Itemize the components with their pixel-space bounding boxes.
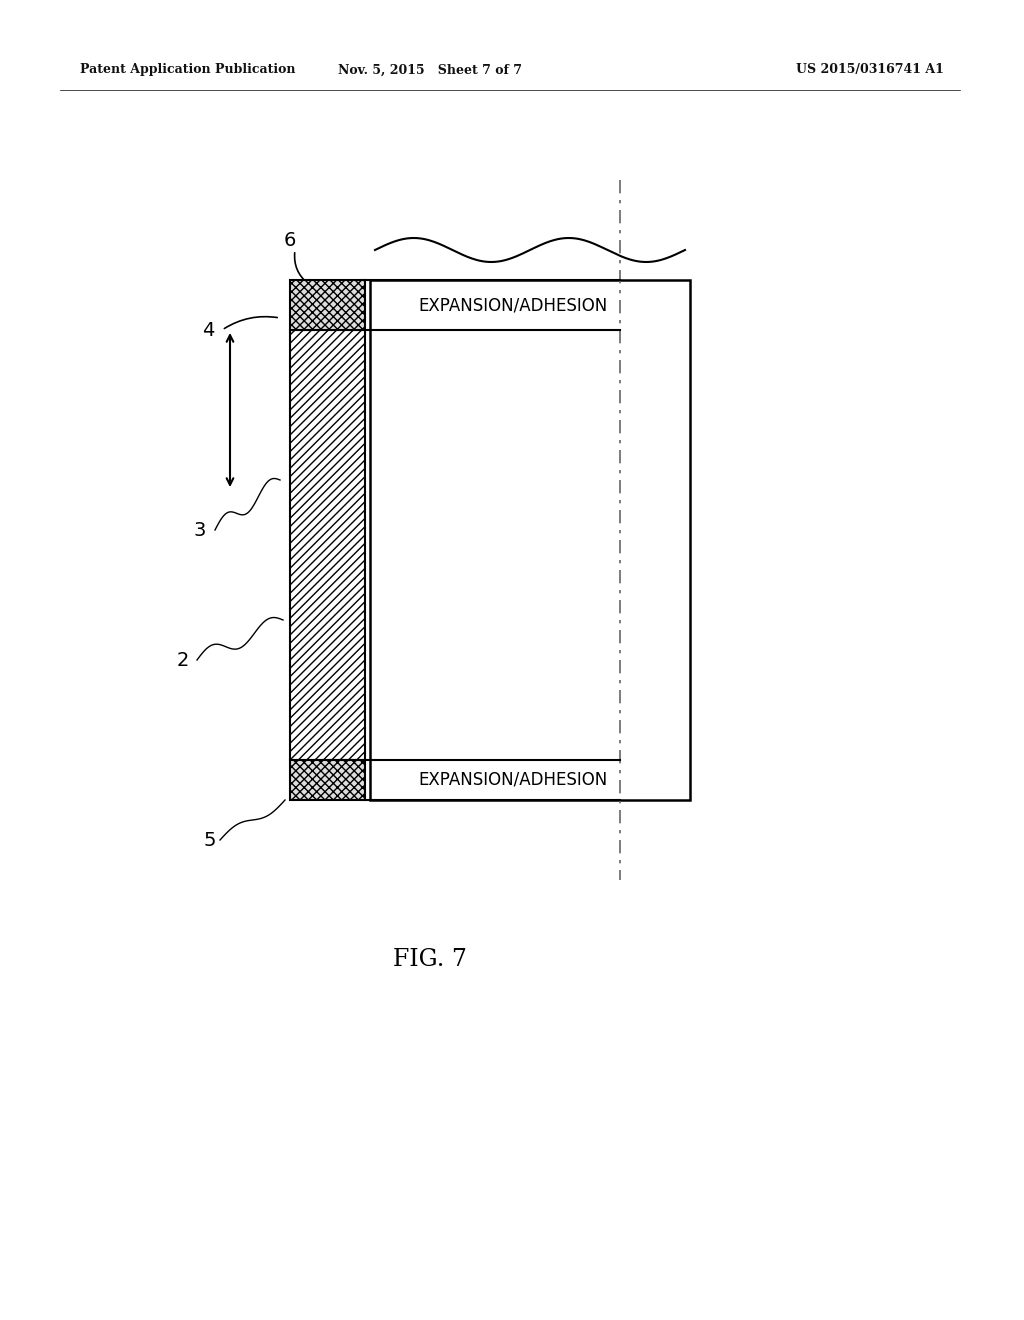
Text: Patent Application Publication: Patent Application Publication [80,63,296,77]
Text: 6: 6 [284,231,296,249]
Bar [290,330,365,760]
Text: 4: 4 [202,321,214,339]
Text: EXPANSION/ADHESION: EXPANSION/ADHESION [418,771,607,789]
Text: FIG. 7: FIG. 7 [393,949,467,972]
Text: EXPANSION/ADHESION: EXPANSION/ADHESION [418,296,607,314]
Bar [290,280,365,330]
Text: US 2015/0316741 A1: US 2015/0316741 A1 [796,63,944,77]
Text: 2: 2 [177,651,189,669]
Text: 3: 3 [194,520,206,540]
Bar [370,280,690,800]
Text: Nov. 5, 2015   Sheet 7 of 7: Nov. 5, 2015 Sheet 7 of 7 [338,63,522,77]
Bar [290,760,365,800]
Text: 5: 5 [204,830,216,850]
